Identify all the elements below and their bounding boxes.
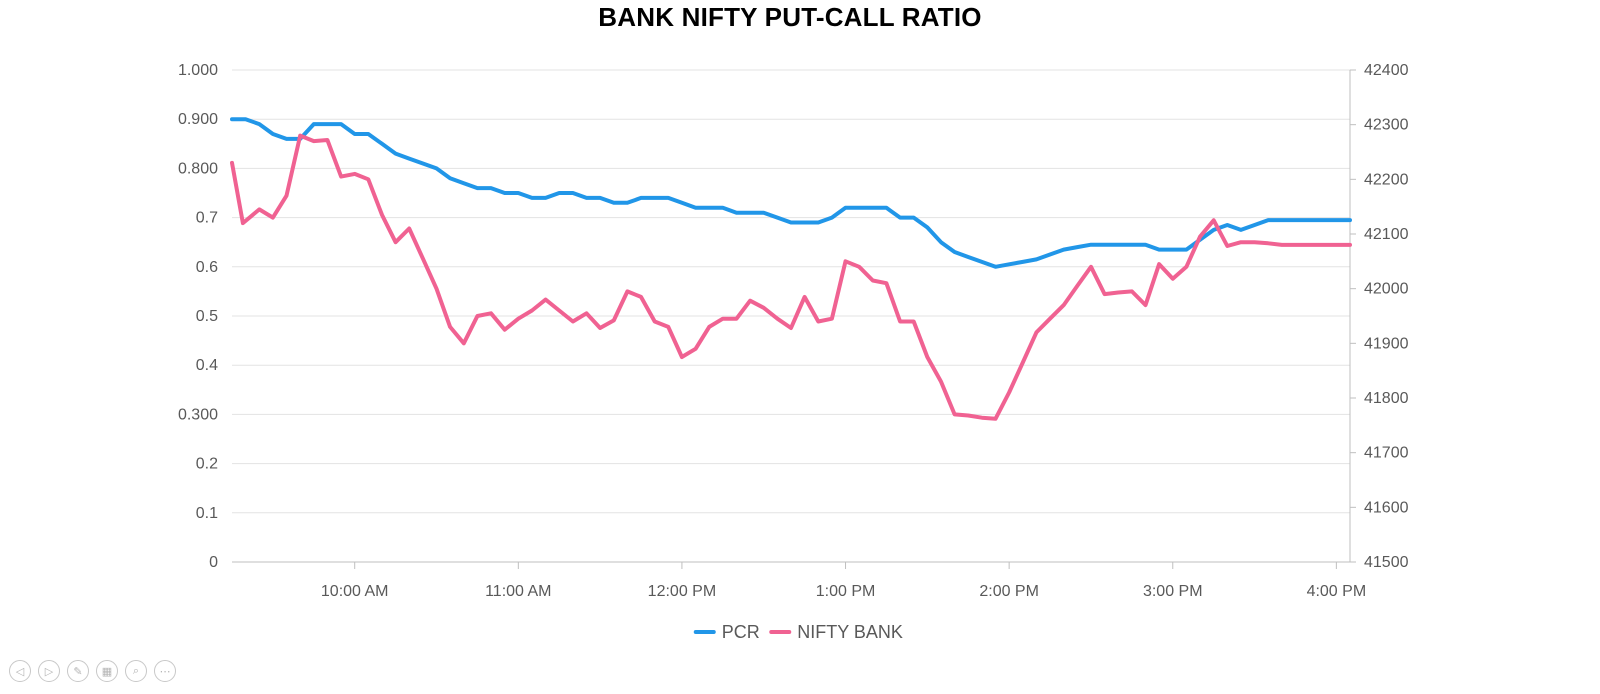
slideshow-toolbar: ◁ ▷ ✎ ▦ ⌕ ⋯ [9,660,176,682]
series-line-pcr [230,117,1352,269]
right-axis-tick-label: 41500 [1364,554,1409,571]
series-line-nifty-bank [230,133,1352,421]
gridlines [232,69,1350,563]
pen-button[interactable]: ✎ [67,660,89,682]
more-options-icon: ⋯ [159,664,171,678]
left-axis-tick-label: 0.2 [196,456,218,473]
x-axis-tick-label: 1:00 PM [816,583,876,600]
x-axis-tick-label: 10:00 AM [321,583,389,600]
left-axis-tick-label: 0.300 [178,406,218,423]
left-axis-tick-label: 1.000 [178,62,218,79]
right-axis-tick-label: 42300 [1364,117,1409,134]
legend: PCR NIFTY BANK [693,622,903,642]
right-axis-tick-label: 42100 [1364,226,1409,243]
right-axis-tick-label: 42200 [1364,171,1409,188]
left-axis-tick-label: 0.1 [196,505,218,522]
series-lines [230,117,1352,421]
pen-icon: ✎ [73,664,83,678]
next-icon: ▷ [44,664,54,678]
legend-label: NIFTY BANK [797,622,903,642]
left-axis-tick-label: 0.5 [196,308,218,325]
chart-title: BANK NIFTY PUT-CALL RATIO [598,2,982,32]
left-axis-tick-label: 0 [209,554,218,571]
left-axis-tick-label: 0.4 [196,357,218,374]
right-axis-tick-label: 41700 [1364,445,1409,462]
previous-button[interactable]: ◁ [9,660,31,682]
x-axis-tick-label: 12:00 PM [648,583,716,600]
previous-icon: ◁ [15,664,25,678]
x-axis-tick-label: 11:00 AM [485,583,551,600]
left-axis-tick-label: 0.7 [196,210,218,227]
x-axis-tick-label: 2:00 PM [979,583,1039,600]
left-axis-tick-label: 0.800 [178,160,218,177]
left-axis-tick-label: 0.900 [178,111,218,128]
legend-item-pcr[interactable]: PCR [693,622,760,642]
right-axis-tick-label: 41600 [1364,499,1409,516]
slides-grid-button[interactable]: ▦ [96,660,118,682]
left-axis-tick-label: 0.6 [196,259,218,276]
right-axis-tick-label: 42000 [1364,281,1409,298]
x-axis-tick-label: 4:00 PM [1307,583,1367,600]
slides-grid-icon: ▦ [101,664,113,678]
zoom-button[interactable]: ⌕ [125,660,147,682]
line-chart: 0 0.1 0.2 0.300 0.4 0.5 0.6 0.7 0.800 0.900 1.000 4… [178,62,1409,642]
axes: 0 0.1 0.2 0.300 0.4 0.5 0.6 0.7 0.800 0.900 1.000 4… [178,62,1409,600]
right-axis-tick-label: 42400 [1364,62,1409,79]
next-button[interactable]: ▷ [38,660,60,682]
right-axis-tick-label: 41900 [1364,335,1409,352]
zoom-icon: ⌕ [132,664,140,677]
legend-label: PCR [722,622,760,642]
x-axis-tick-label: 3:00 PM [1143,583,1203,600]
legend-item-nifty-bank[interactable]: NIFTY BANK [769,622,903,642]
more-options-button[interactable]: ⋯ [154,660,176,682]
right-axis-tick-label: 41800 [1364,390,1409,407]
